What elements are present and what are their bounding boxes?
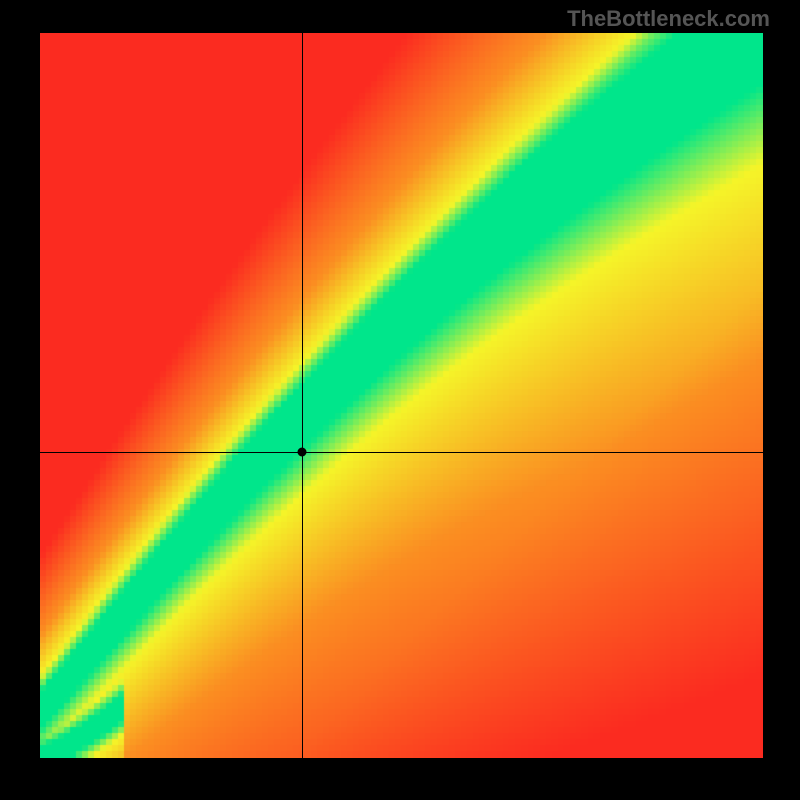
plot-area <box>40 33 763 758</box>
watermark-text: TheBottleneck.com <box>567 6 770 32</box>
bottleneck-heatmap <box>40 33 763 758</box>
crosshair-horizontal <box>40 452 763 453</box>
crosshair-vertical <box>302 33 303 758</box>
crosshair-marker <box>297 448 306 457</box>
